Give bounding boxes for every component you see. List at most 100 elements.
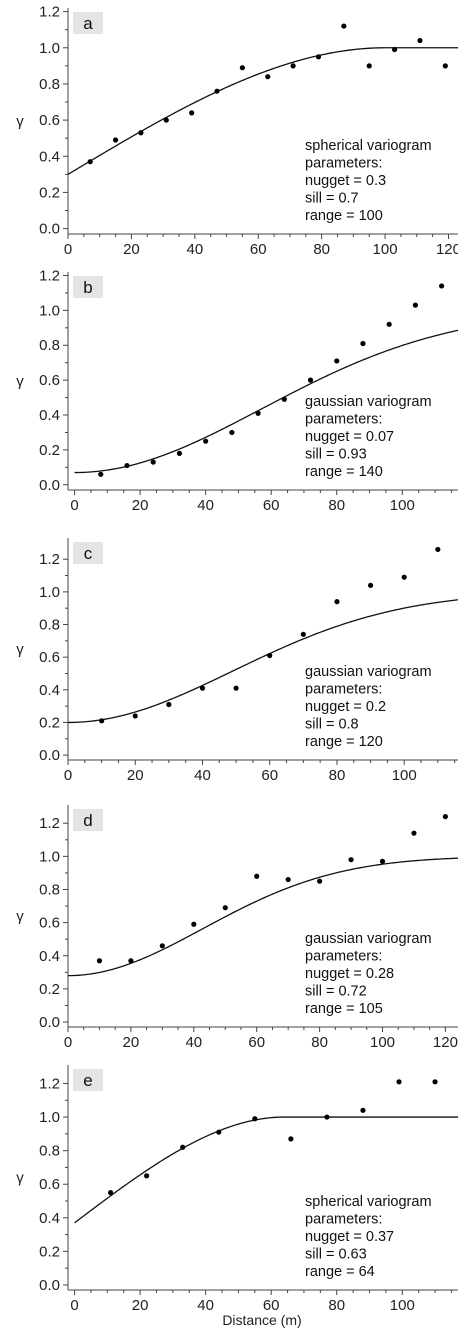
x-tick-label: 0 — [64, 1034, 72, 1051]
data-point — [138, 130, 144, 136]
x-tick-label: 20 — [123, 1034, 140, 1051]
data-point — [216, 1129, 222, 1135]
y-tick-label: 0.4 — [39, 148, 60, 165]
y-tick-label: 0.2 — [39, 714, 60, 731]
y-tick-label: 0.0 — [39, 221, 60, 238]
y-tick-label: 0.6 — [39, 1176, 60, 1193]
x-tick-label: 40 — [186, 241, 203, 258]
y-tick-label: 1.0 — [39, 584, 60, 601]
x-axis-label: Distance (m) — [222, 1312, 301, 1328]
panel-letter: a — [83, 14, 93, 33]
x-tick-label: 20 — [127, 767, 144, 784]
data-point — [396, 1079, 402, 1085]
panel-a: 0.0 0.2 0.4 0.6 0.8 1.0 1.2 0 20 40 60 80 100 120 γ a sp… — [16, 4, 458, 258]
data-point — [239, 65, 245, 71]
panel-letter: b — [83, 278, 92, 297]
y-tick-label: 1.2 — [39, 815, 60, 832]
data-point — [176, 450, 183, 456]
x-tick-label: 60 — [263, 1297, 280, 1314]
panel-c: 0.0 0.2 0.4 0.6 0.8 1.0 1.2 0 20 40 60 80 100 γ c gauss… — [16, 538, 458, 784]
data-point — [150, 459, 156, 465]
y-tick-label: 0.2 — [39, 184, 60, 201]
model-annotation-line: nugget = 0.2 — [305, 699, 386, 715]
y-axis-label: γ — [16, 373, 24, 390]
data-point — [233, 685, 239, 691]
model-annotation-line: gaussian variogram — [305, 394, 432, 410]
data-point — [391, 46, 398, 53]
data-point — [132, 713, 138, 719]
model-annotation-line: range = 105 — [305, 1001, 383, 1017]
y-tick-label: 0.2 — [39, 442, 60, 459]
model-curve — [67, 599, 458, 724]
model-annotation-line: nugget = 0.28 — [305, 966, 394, 982]
y-tick-label: 0.4 — [39, 1210, 60, 1227]
x-tick-label: 100 — [370, 1034, 395, 1051]
data-point — [254, 873, 260, 879]
data-point — [366, 63, 372, 69]
data-point — [324, 1114, 330, 1120]
y-tick-label: 1.2 — [39, 4, 60, 21]
data-point — [417, 37, 423, 44]
y-tick-label: 0.2 — [39, 1243, 60, 1260]
model-annotation-line: parameters: — [305, 682, 382, 698]
panel-letter-box — [73, 12, 103, 34]
model-curve — [67, 857, 458, 977]
x-tick-label: 60 — [261, 767, 278, 784]
y-tick-label: 0.8 — [39, 617, 60, 634]
data-point — [99, 718, 105, 724]
data-point — [199, 685, 206, 691]
model-annotation-line: spherical variogram — [305, 138, 432, 154]
data-point — [87, 159, 93, 165]
data-point — [281, 396, 287, 402]
data-point — [189, 110, 195, 116]
y-tick-label: 0.0 — [39, 477, 60, 494]
model-annotation-line: gaussian variogram — [305, 931, 432, 947]
model-curve — [67, 47, 458, 175]
data-point — [163, 117, 169, 123]
x-tick-label: 80 — [311, 1034, 328, 1051]
y-tick-label: 0.6 — [39, 915, 60, 932]
data-point — [334, 599, 340, 605]
data-point — [229, 429, 235, 436]
data-point — [159, 943, 165, 949]
y-tick-label: 0.0 — [39, 1014, 60, 1031]
data-point — [334, 358, 340, 364]
panel-b: 0.0 0.2 0.4 0.6 0.8 1.0 1.2 0 20 40 60 80 100 γ b gauss… — [16, 267, 458, 514]
x-tick-label: 100 — [390, 1297, 415, 1314]
data-point — [360, 340, 366, 347]
x-tick-label: 40 — [197, 497, 214, 514]
y-tick-label: 0.8 — [39, 1143, 60, 1160]
y-tick-label: 1.0 — [39, 302, 60, 319]
data-point — [360, 1107, 366, 1113]
x-tick-label: 20 — [123, 241, 140, 258]
y-tick-label: 0.4 — [39, 407, 60, 424]
data-point — [203, 438, 209, 444]
y-axis-label: γ — [16, 641, 24, 658]
y-axis-label: γ — [16, 1170, 24, 1187]
data-point — [317, 878, 323, 884]
x-tick-label: 80 — [329, 767, 346, 784]
x-tick-label: 60 — [248, 1034, 265, 1051]
y-tick-label: 0.6 — [39, 112, 60, 129]
data-point — [386, 321, 392, 327]
data-point — [98, 471, 104, 477]
panel-letter-box — [73, 809, 103, 831]
model-annotation-line: nugget = 0.07 — [305, 429, 394, 445]
x-tick-label: 80 — [313, 241, 330, 258]
panel-letter-box — [73, 276, 103, 298]
model-annotation-line: parameters: — [305, 949, 382, 965]
x-tick-label: 120 — [433, 1034, 458, 1051]
x-tick-label: 0 — [70, 1297, 78, 1314]
y-tick-label: 1.0 — [39, 40, 60, 57]
data-point — [290, 63, 296, 69]
data-point — [222, 905, 228, 911]
y-tick-label: 1.2 — [39, 267, 60, 284]
data-point — [442, 63, 448, 69]
model-annotation-line: sill = 0.72 — [305, 984, 367, 1000]
model-annotation-line: sill = 0.7 — [305, 191, 359, 207]
data-point — [166, 701, 172, 708]
data-point — [348, 857, 354, 863]
model-annotation-line: range = 64 — [305, 1264, 375, 1280]
data-point — [214, 88, 220, 94]
data-point — [401, 574, 407, 580]
